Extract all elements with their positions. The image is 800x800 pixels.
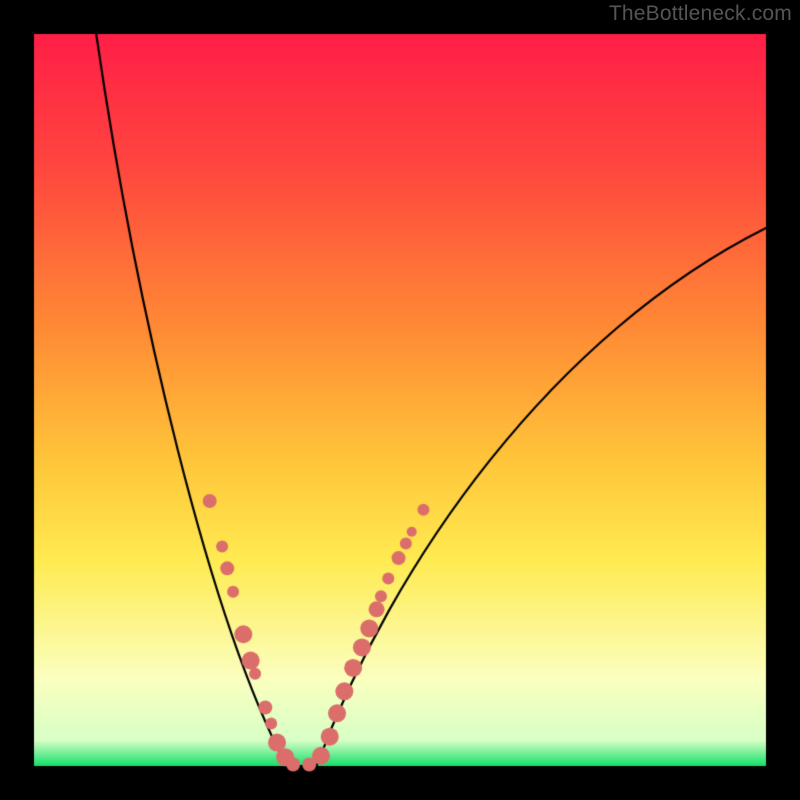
watermark-text: TheBottleneck.com [609, 2, 792, 26]
chart-stage: TheBottleneck.com [0, 0, 800, 800]
bottleneck-v-curve [0, 0, 800, 800]
